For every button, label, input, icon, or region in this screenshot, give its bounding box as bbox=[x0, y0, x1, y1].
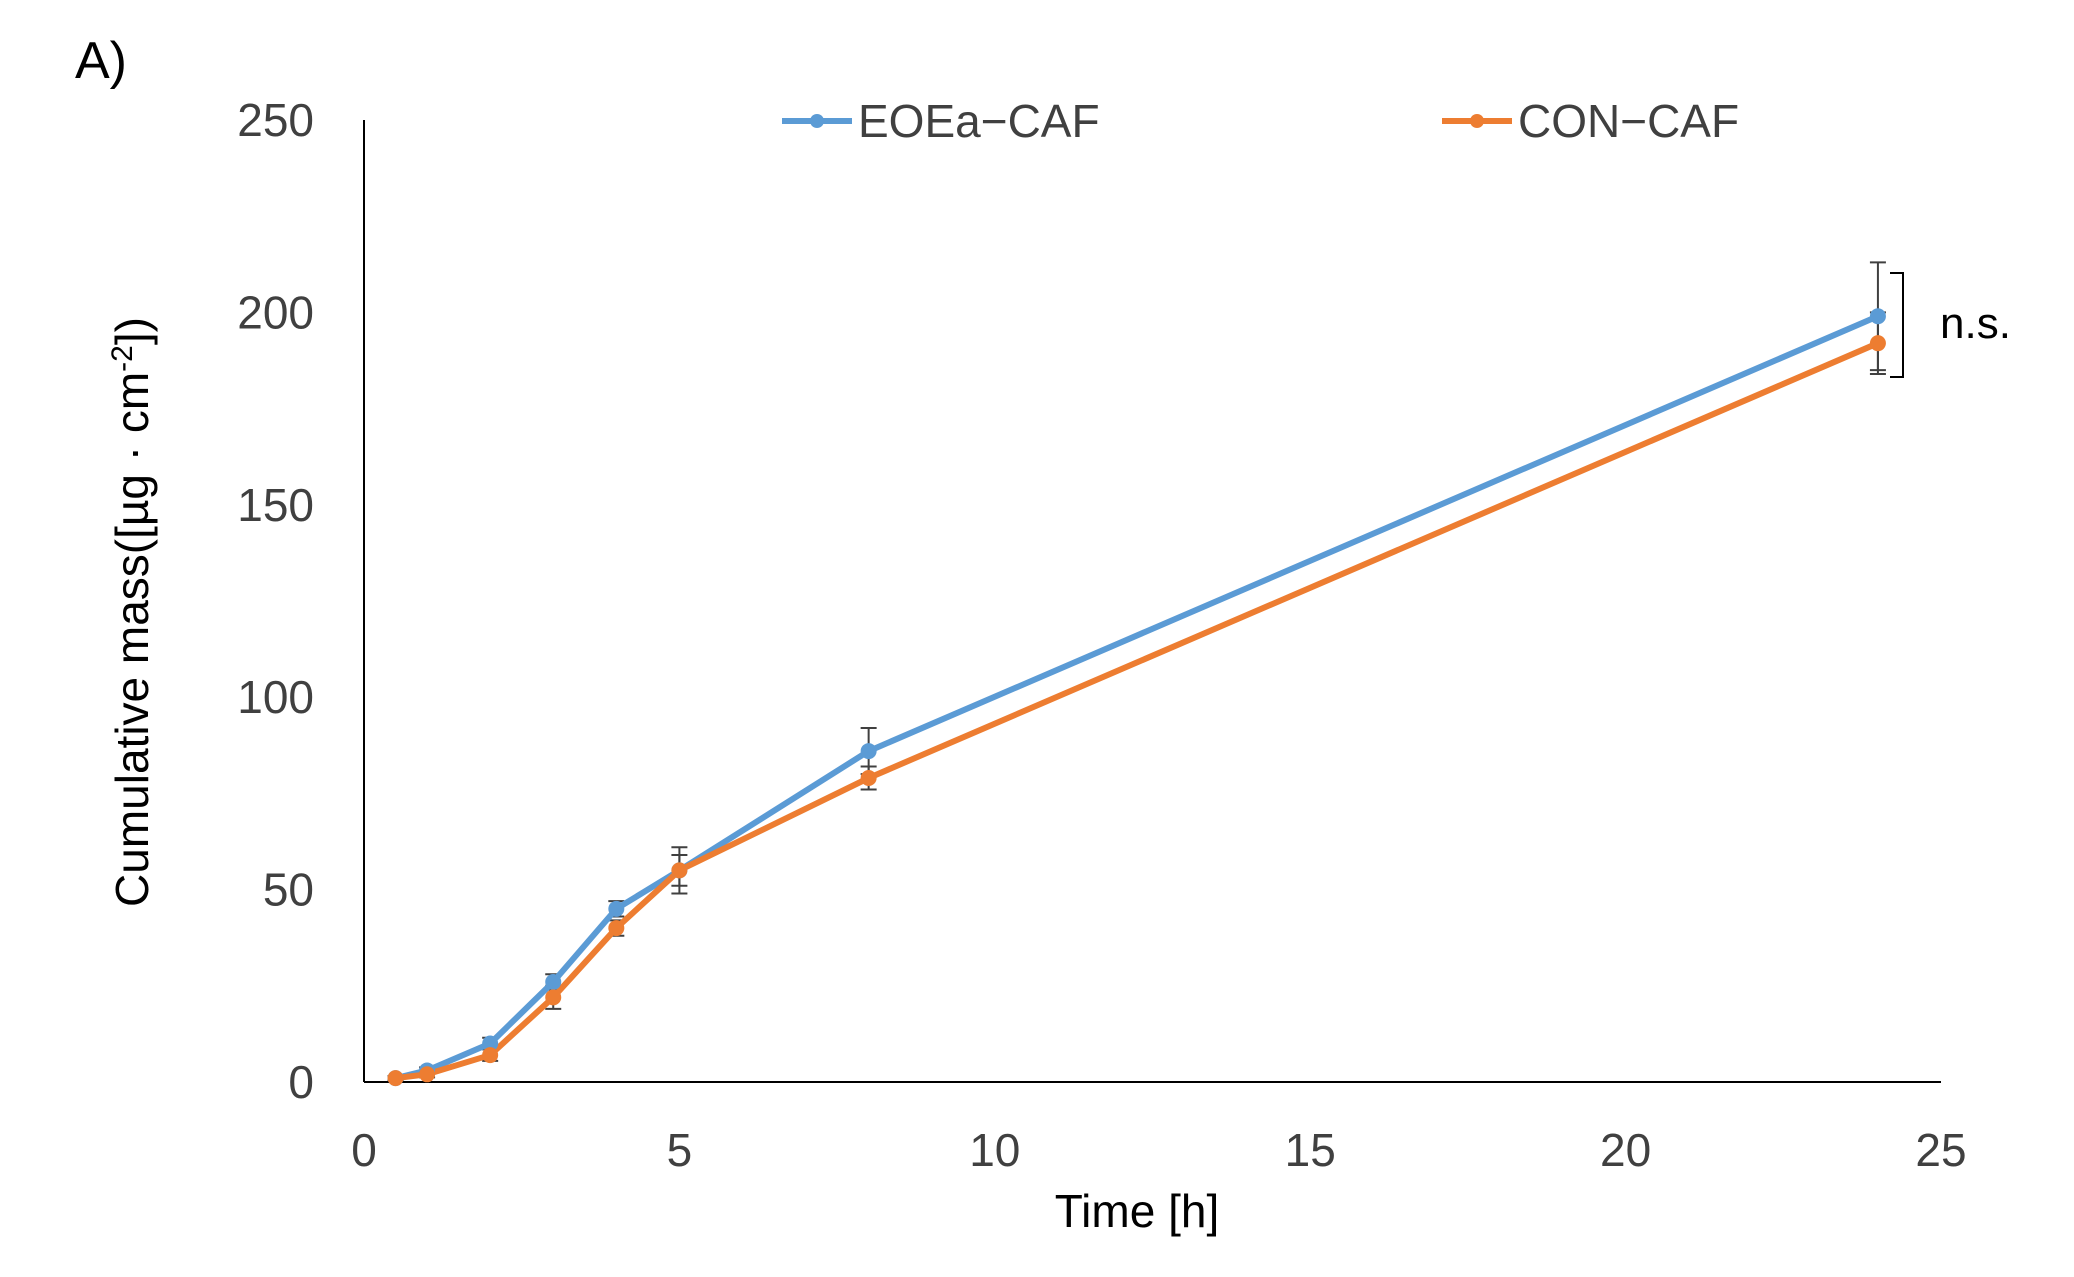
data-point-con-caf bbox=[545, 989, 562, 1006]
legend-swatch-marker bbox=[810, 114, 824, 128]
x-tick-labels: 0 5 10 15 20 25 bbox=[351, 1124, 1966, 1176]
axes bbox=[363, 120, 1941, 1083]
data-point-con-caf bbox=[419, 1066, 436, 1083]
x-tick-label: 0 bbox=[351, 1124, 377, 1176]
y-tick-label: 150 bbox=[237, 479, 314, 531]
legend-label-eoea-caf: EOEa−CAF bbox=[858, 95, 1100, 147]
significance-bracket bbox=[1890, 272, 1904, 378]
series-line-con-caf bbox=[392, 340, 1881, 1082]
data-point-con-caf bbox=[860, 770, 877, 787]
legend-swatch-marker bbox=[1470, 114, 1484, 128]
x-tick-label: 20 bbox=[1600, 1124, 1651, 1176]
series-points bbox=[387, 308, 1886, 1087]
significance-label: n.s. bbox=[1940, 299, 2011, 348]
y-tick-label: 0 bbox=[288, 1056, 314, 1108]
y-tick-label: 50 bbox=[263, 864, 314, 916]
y-tick-label: 250 bbox=[237, 94, 314, 146]
data-point-con-caf bbox=[608, 920, 625, 937]
y-tick-label: 200 bbox=[237, 286, 314, 338]
legend: EOEa−CAF CON−CAF bbox=[782, 95, 1739, 147]
data-point-eoea-caf bbox=[545, 973, 562, 990]
data-point-con-caf bbox=[482, 1047, 499, 1064]
data-point-con-caf bbox=[1869, 335, 1886, 352]
data-point-eoea-caf bbox=[608, 900, 625, 917]
y-tick-label: 100 bbox=[237, 671, 314, 723]
data-point-eoea-caf bbox=[1869, 308, 1886, 325]
y-axis-title: Cumulative mass([µg · cm-2]) bbox=[106, 317, 158, 907]
x-axis-title: Time [h] bbox=[1055, 1185, 1219, 1237]
x-tick-label: 25 bbox=[1915, 1124, 1966, 1176]
y-axis-title-superscript: -2 bbox=[106, 345, 139, 372]
y-tick-labels: 0 50 100 150 200 250 bbox=[237, 94, 314, 1108]
y-axis-title-main: Cumulative mass([µg · cm bbox=[106, 372, 158, 907]
y-axis-title-close: ]) bbox=[106, 317, 158, 345]
panel-label: A) bbox=[75, 32, 127, 90]
data-point-eoea-caf bbox=[482, 1035, 499, 1052]
legend-label-con-caf: CON−CAF bbox=[1518, 95, 1739, 147]
data-point-con-caf bbox=[671, 862, 688, 879]
x-tick-label: 5 bbox=[667, 1124, 693, 1176]
x-tick-label: 10 bbox=[969, 1124, 1020, 1176]
data-point-eoea-caf bbox=[860, 743, 877, 760]
series-lines bbox=[392, 313, 1881, 1082]
legend-item-con-caf: CON−CAF bbox=[1442, 95, 1739, 147]
x-tick-label: 15 bbox=[1285, 1124, 1336, 1176]
legend-item-eoea-caf: EOEa−CAF bbox=[782, 95, 1100, 147]
significance-annotation: n.s. bbox=[1890, 272, 2011, 378]
error-bars bbox=[387, 261, 1886, 1082]
series-line-eoea-caf bbox=[392, 313, 1881, 1082]
data-point-con-caf bbox=[387, 1070, 404, 1087]
